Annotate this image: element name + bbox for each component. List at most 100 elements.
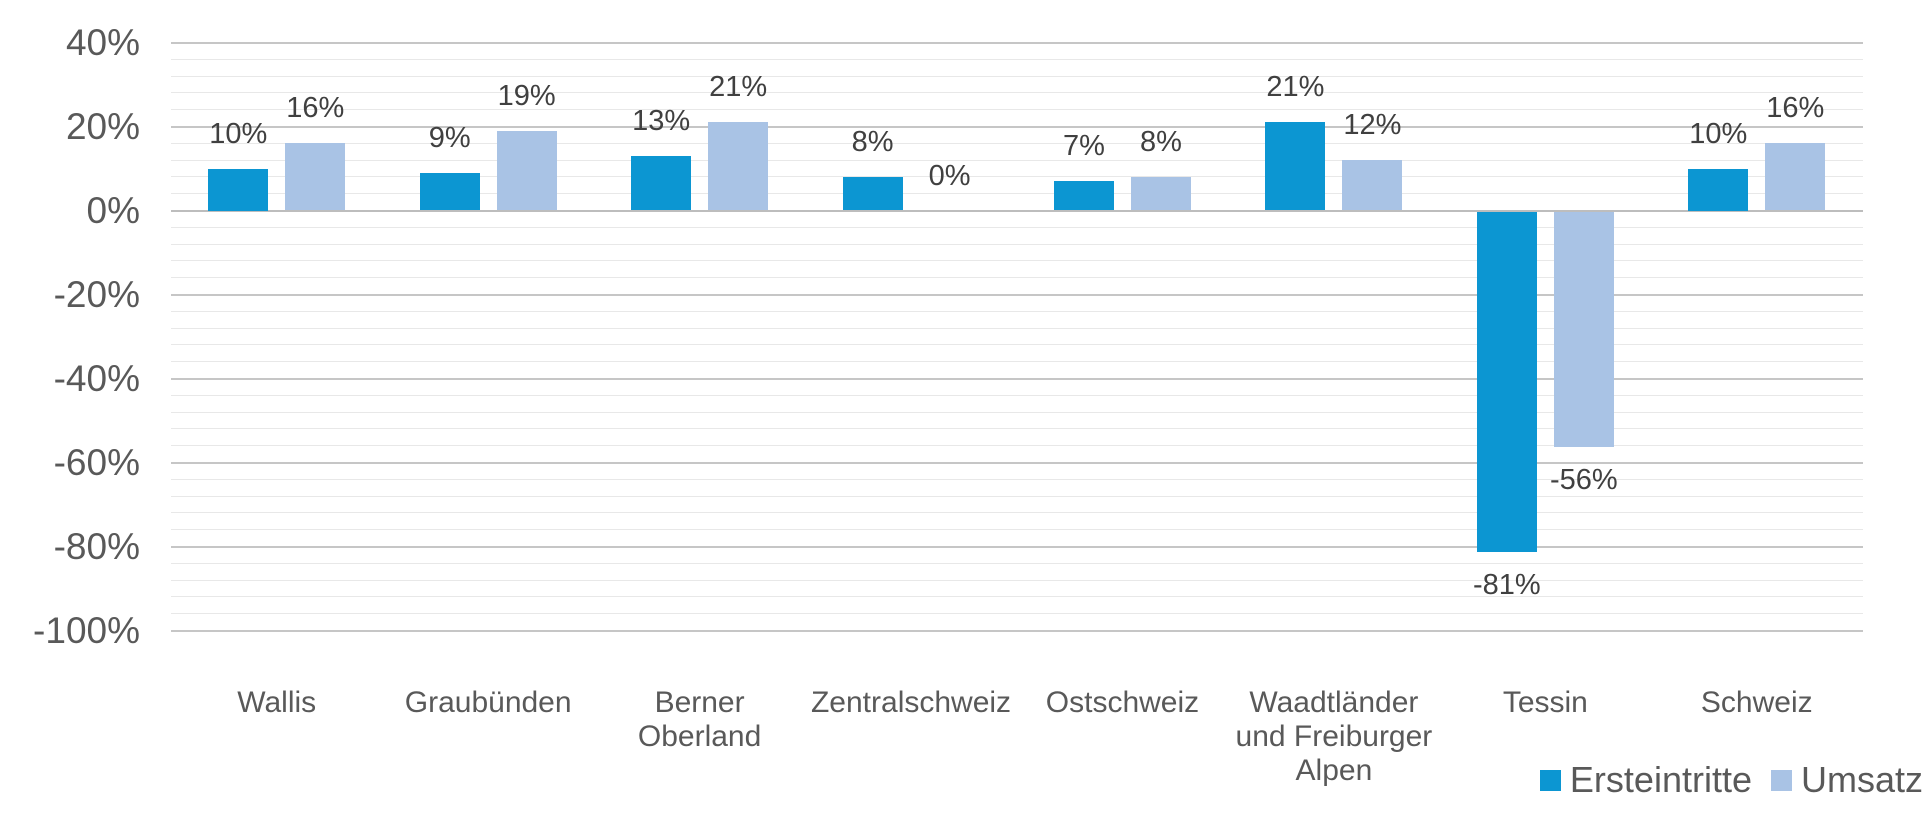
minor-gridline--32 xyxy=(171,344,1863,346)
data-label-umsatz-zentralschweiz: 0% xyxy=(928,159,971,192)
legend-label-umsatz: Umsatz xyxy=(1800,759,1923,800)
category-label-line-1: Wallis xyxy=(237,686,317,719)
bar-umsatz-wallis xyxy=(285,143,346,211)
major-gridline-0 xyxy=(171,209,1863,212)
legend-entry-umsatz: Umsatz xyxy=(1770,759,1923,800)
major-gridline--100 xyxy=(171,629,1863,632)
category-label-tessin: Tessin xyxy=(1440,686,1651,720)
legend-entry-ersteintritte: Ersteintritte xyxy=(1539,759,1752,800)
y-tick-label--100: -100% xyxy=(33,609,140,651)
bar-umsatz-schweiz xyxy=(1765,143,1826,211)
y-tick-label--60: -60% xyxy=(53,441,140,483)
legend: Ersteintritte Umsatz xyxy=(1539,759,1923,800)
category-label-line-1: Ostschweiz xyxy=(1045,686,1200,719)
minor-gridline--56 xyxy=(171,445,1863,447)
minor-gridline--72 xyxy=(171,512,1863,514)
bar-umsatz-ostschweiz xyxy=(1130,176,1191,211)
minor-gridline--76 xyxy=(171,529,1863,531)
data-label-umsatz-berner-oberland: 21% xyxy=(709,71,768,104)
category-label-line-1: Waadtländer xyxy=(1249,686,1419,719)
bar-umsatz-berner-oberland xyxy=(708,122,769,211)
minor-gridline--92 xyxy=(171,596,1863,598)
minor-gridline--12 xyxy=(171,260,1863,262)
legend-label-ersteintritte: Ersteintritte xyxy=(1569,759,1752,800)
legend-swatch-umsatz xyxy=(1770,769,1792,791)
category-label-line-2: und Freiburger xyxy=(1235,720,1433,753)
bar-ersteintritte-zentralschweiz xyxy=(842,176,903,211)
category-label-zentralschweiz: Zentralschweiz xyxy=(805,686,1016,720)
y-tick-label-20: 20% xyxy=(65,105,140,147)
minor-gridline-36 xyxy=(171,58,1863,60)
bar-ersteintritte-ostschweiz xyxy=(1053,181,1114,211)
minor-gridline-28 xyxy=(171,92,1863,94)
category-label-line-1: Berner xyxy=(654,686,745,719)
minor-gridline-16 xyxy=(171,142,1863,144)
major-gridline--40 xyxy=(171,377,1863,380)
y-tick-label--20: -20% xyxy=(53,273,140,315)
minor-gridline--28 xyxy=(171,327,1863,329)
minor-gridline--68 xyxy=(171,495,1863,497)
bar-ersteintritte-waadtlander-und-freiburger-alpen xyxy=(1265,122,1326,211)
data-label-ersteintritte-ostschweiz: 7% xyxy=(1063,130,1105,163)
bar-ersteintritte-wallis xyxy=(208,168,269,211)
data-label-ersteintritte-waadtlander-und-freiburger-alpen: 21% xyxy=(1266,71,1325,104)
data-label-umsatz-wallis: 16% xyxy=(286,92,345,125)
minor-gridline--44 xyxy=(171,394,1863,396)
data-label-ersteintritte-berner-oberland: 13% xyxy=(632,104,691,137)
data-label-umsatz-tessin: -56% xyxy=(1549,463,1618,496)
bar-umsatz-graubunden xyxy=(496,130,557,211)
minor-gridline--52 xyxy=(171,428,1863,430)
category-label-line-2: Oberland xyxy=(637,720,762,753)
minor-gridline-32 xyxy=(171,75,1863,77)
major-gridline--60 xyxy=(171,461,1863,464)
data-label-umsatz-schweiz: 16% xyxy=(1766,92,1825,125)
category-label-line-1: Tessin xyxy=(1502,686,1588,719)
major-gridline--80 xyxy=(171,545,1863,548)
category-label-line-1: Schweiz xyxy=(1700,686,1813,719)
legend-swatch-ersteintritte xyxy=(1539,769,1561,791)
minor-gridline--48 xyxy=(171,411,1863,413)
category-label-ostschweiz: Ostschweiz xyxy=(1017,686,1228,720)
data-label-ersteintritte-wallis: 10% xyxy=(209,117,268,150)
category-label-wallis: Wallis xyxy=(171,686,382,720)
category-label-line-3: Alpen xyxy=(1295,754,1373,787)
minor-gridline--4 xyxy=(171,226,1863,228)
minor-gridline--16 xyxy=(171,277,1863,279)
data-label-umsatz-ostschweiz: 8% xyxy=(1140,125,1182,158)
category-label-schweiz: Schweiz xyxy=(1651,686,1862,720)
minor-gridline-12 xyxy=(171,159,1863,161)
category-label-line-1: Zentralschweiz xyxy=(810,686,1012,719)
data-label-ersteintritte-schweiz: 10% xyxy=(1689,117,1748,150)
data-label-ersteintritte-tessin: -81% xyxy=(1472,568,1541,601)
data-label-umsatz-graubunden: 19% xyxy=(497,79,556,112)
y-tick-label--80: -80% xyxy=(53,525,140,567)
bar-ersteintritte-tessin xyxy=(1476,211,1537,552)
minor-gridline-24 xyxy=(171,109,1863,111)
y-tick-label-0: 0% xyxy=(86,189,140,231)
bar-ersteintritte-graubunden xyxy=(419,172,480,211)
minor-gridline--8 xyxy=(171,243,1863,245)
y-tick-label--40: -40% xyxy=(53,357,140,399)
data-label-umsatz-waadtlander-und-freiburger-alpen: 12% xyxy=(1343,109,1402,142)
major-gridline-20 xyxy=(171,125,1863,128)
minor-gridline--84 xyxy=(171,562,1863,564)
minor-gridline-8 xyxy=(171,176,1863,178)
bar-ersteintritte-berner-oberland xyxy=(631,155,692,211)
major-gridline--20 xyxy=(171,293,1863,296)
major-gridline-40 xyxy=(171,41,1863,44)
category-label-graubunden: Graubünden xyxy=(382,686,593,720)
minor-gridline-4 xyxy=(171,193,1863,195)
category-label-berner-oberland: Berner Oberland xyxy=(594,686,805,754)
category-label-waadtlander-und-freiburger-alpen: Waadtländer und Freiburger Alpen xyxy=(1228,686,1439,788)
minor-gridline--24 xyxy=(171,310,1863,312)
category-label-line-1: Graubünden xyxy=(404,686,572,719)
minor-gridline--64 xyxy=(171,478,1863,480)
bar-ersteintritte-schweiz xyxy=(1688,168,1749,211)
data-label-ersteintritte-zentralschweiz: 8% xyxy=(851,125,894,158)
y-tick-label-40: 40% xyxy=(65,21,140,63)
minor-gridline--88 xyxy=(171,579,1863,581)
data-label-ersteintritte-graubunden: 9% xyxy=(428,121,471,154)
bar-umsatz-waadtlander-und-freiburger-alpen xyxy=(1342,160,1403,211)
minor-gridline--96 xyxy=(171,613,1863,615)
